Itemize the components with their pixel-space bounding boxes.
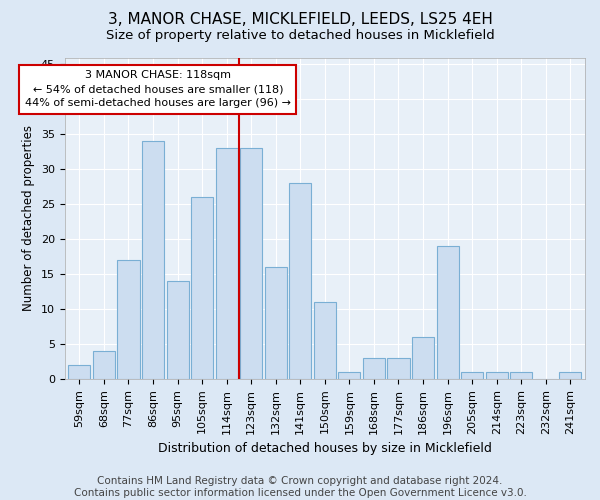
- Bar: [559, 372, 581, 379]
- Text: Contains HM Land Registry data © Crown copyright and database right 2024.
Contai: Contains HM Land Registry data © Crown c…: [74, 476, 526, 498]
- Text: Size of property relative to detached houses in Micklefield: Size of property relative to detached ho…: [106, 28, 494, 42]
- Bar: [412, 337, 434, 379]
- Bar: [388, 358, 410, 379]
- Text: 3, MANOR CHASE, MICKLEFIELD, LEEDS, LS25 4EH: 3, MANOR CHASE, MICKLEFIELD, LEEDS, LS25…: [107, 12, 493, 28]
- Bar: [265, 267, 287, 379]
- Bar: [363, 358, 385, 379]
- Bar: [142, 142, 164, 379]
- Bar: [191, 198, 213, 379]
- Bar: [240, 148, 262, 379]
- Bar: [485, 372, 508, 379]
- Bar: [510, 372, 532, 379]
- Bar: [437, 246, 458, 379]
- Bar: [167, 281, 188, 379]
- Text: 3 MANOR CHASE: 118sqm
← 54% of detached houses are smaller (118)
44% of semi-det: 3 MANOR CHASE: 118sqm ← 54% of detached …: [25, 70, 291, 108]
- Bar: [461, 372, 483, 379]
- Bar: [289, 184, 311, 379]
- Bar: [314, 302, 336, 379]
- Bar: [93, 351, 115, 379]
- Y-axis label: Number of detached properties: Number of detached properties: [22, 125, 35, 311]
- Bar: [68, 365, 91, 379]
- Bar: [118, 260, 140, 379]
- Bar: [338, 372, 361, 379]
- Bar: [215, 148, 238, 379]
- X-axis label: Distribution of detached houses by size in Micklefield: Distribution of detached houses by size …: [158, 442, 492, 455]
